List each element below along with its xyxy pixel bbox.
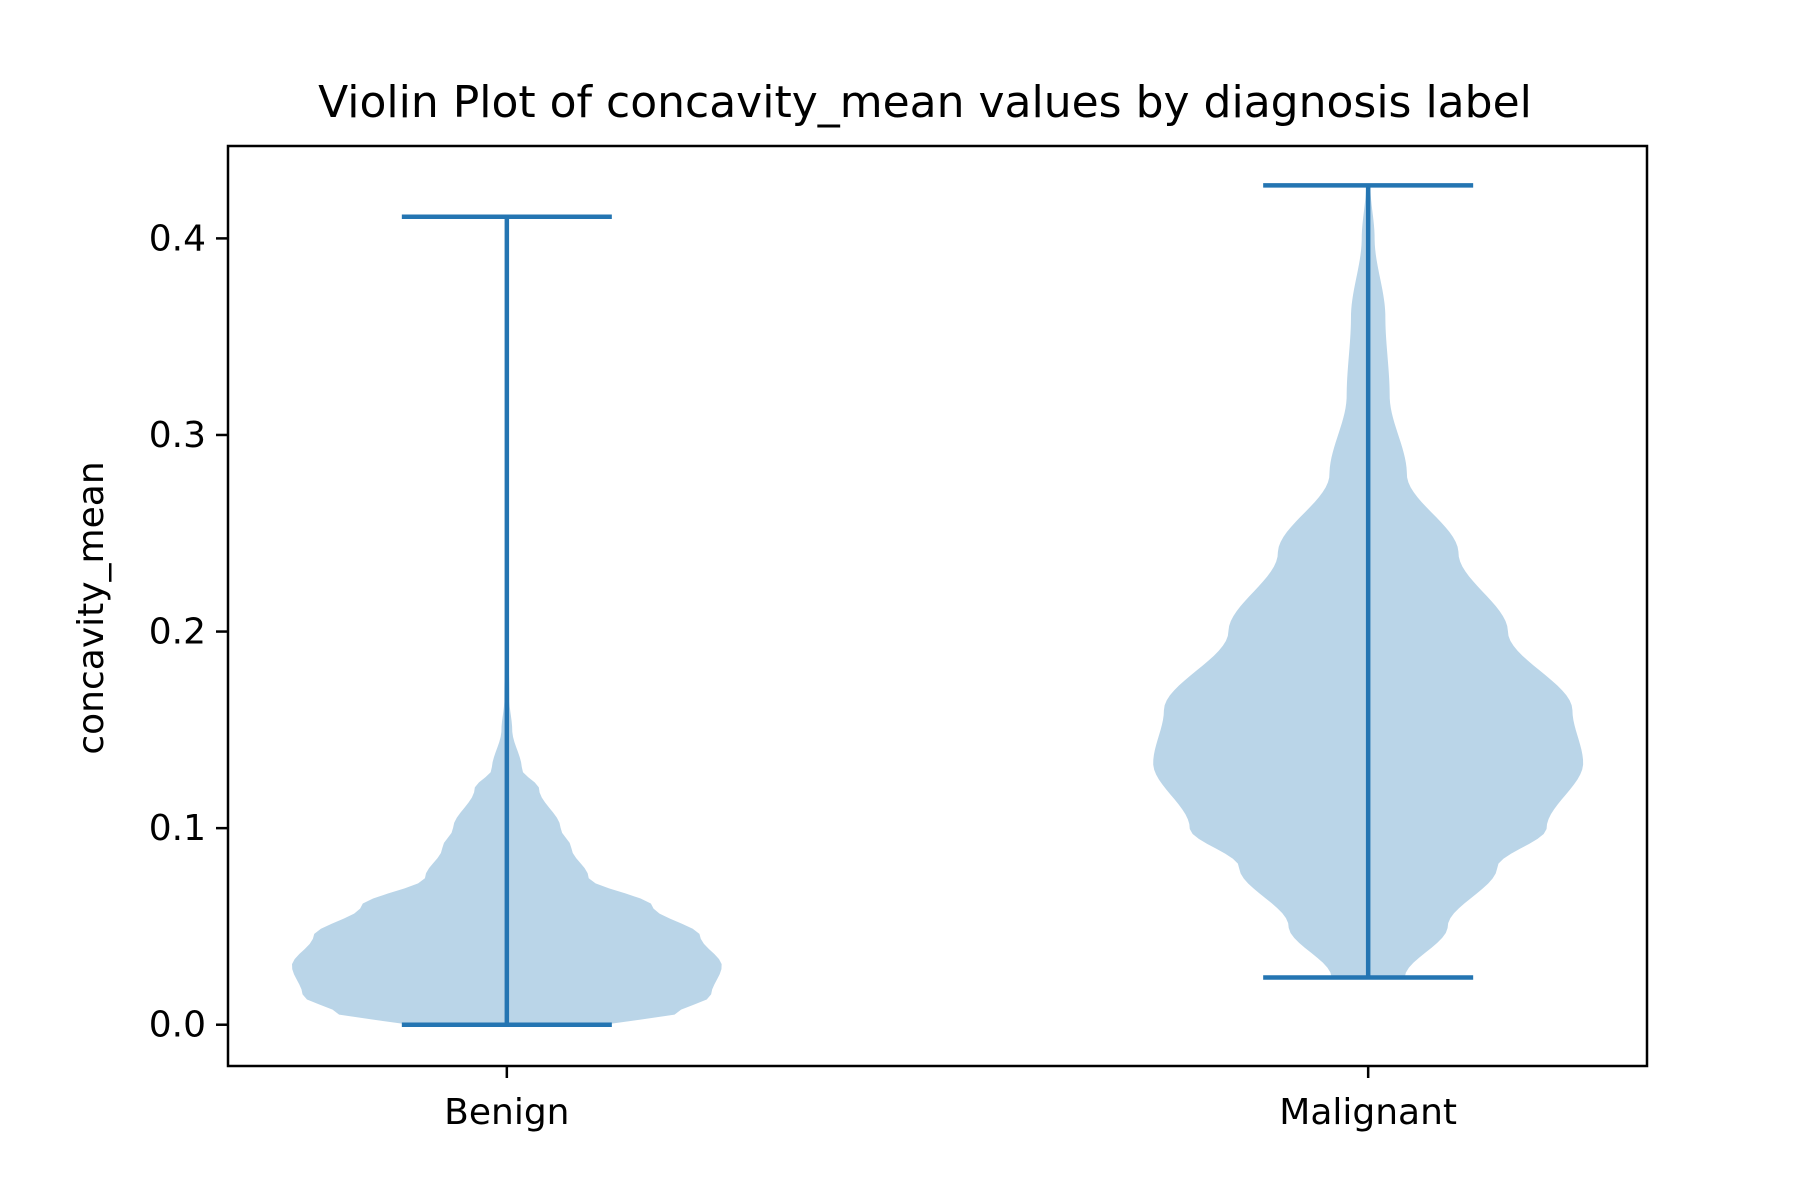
x-tick-label: Malignant xyxy=(1279,1092,1457,1133)
violin-malignant xyxy=(1153,183,1584,980)
y-tick-label: 0.2 xyxy=(149,612,206,653)
x-tick-label: Benign xyxy=(444,1092,569,1133)
violin-benign xyxy=(292,214,722,1027)
plot-frame xyxy=(226,144,1649,1068)
y-axis: 0.0 0.1 0.2 0.3 0.4 xyxy=(149,218,228,1046)
y-tick-label: 0.0 xyxy=(149,1005,206,1046)
plot-area xyxy=(292,183,1584,1027)
y-axis-label: concavity_mean xyxy=(71,461,112,754)
chart-title: Violin Plot of concavity_mean values by … xyxy=(318,77,1532,128)
x-axis: Benign Malignant xyxy=(444,1066,1457,1133)
y-tick-label: 0.1 xyxy=(149,808,206,849)
y-tick-label: 0.3 xyxy=(149,415,206,456)
y-tick-label: 0.4 xyxy=(149,218,206,259)
